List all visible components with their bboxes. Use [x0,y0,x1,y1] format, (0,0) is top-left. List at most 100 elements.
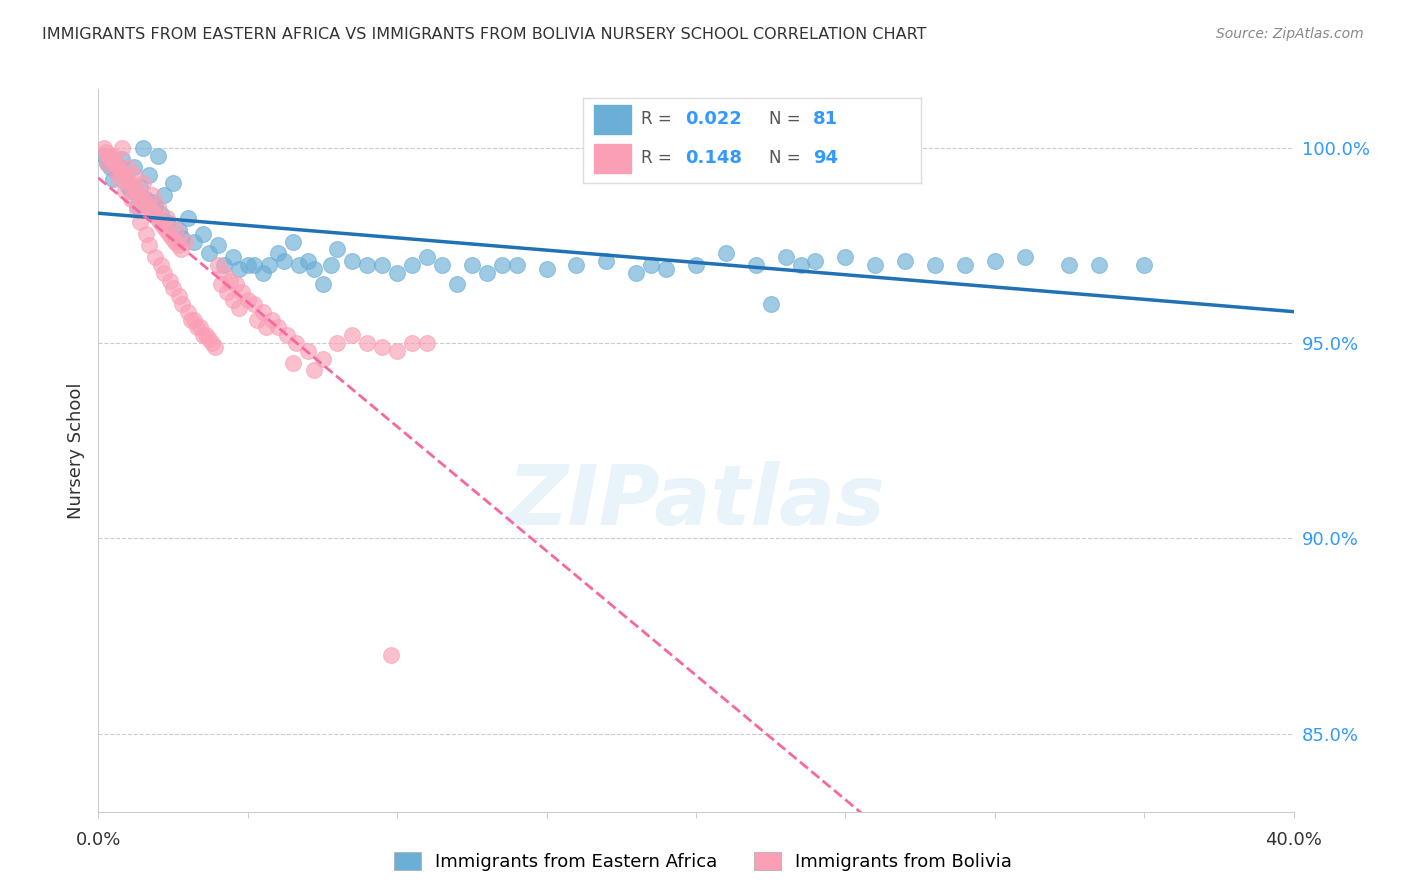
Point [114,184,136,198]
Bar [593,144,631,173]
Point [198,246,221,260]
Point [222,250,245,264]
Point [169,243,191,257]
Point [273,254,295,268]
Point [136,199,159,213]
Point [108,161,131,175]
Point [101,153,124,167]
Point [155,223,177,237]
Point [148,199,170,213]
Point [215,285,238,300]
Point [141,187,163,202]
Point [894,254,917,268]
Point [139,203,162,218]
Point [150,258,173,272]
Point [172,297,194,311]
Point [148,148,170,162]
Point [834,250,856,264]
Point [640,258,662,272]
Point [228,301,250,315]
Text: 0.148: 0.148 [685,149,742,168]
Point [267,320,290,334]
Point [595,254,617,268]
Point [380,648,402,663]
Point [143,250,166,264]
Point [183,312,205,326]
Point [110,164,132,178]
Point [128,187,150,202]
Point [160,230,183,244]
Point [177,211,200,225]
Point [254,320,277,334]
Point [104,156,127,170]
Point [180,312,202,326]
Point [356,258,378,272]
Point [371,258,394,272]
Point [284,336,307,351]
Point [162,281,184,295]
Point [252,305,274,319]
Point [385,343,409,358]
Point [177,305,200,319]
Point [789,258,811,272]
Point [105,164,128,178]
Point [159,274,181,288]
Point [257,258,280,272]
Point [167,223,190,237]
Point [243,258,266,272]
Point [183,235,205,249]
Point [326,243,349,257]
Point [212,258,235,272]
Legend: Immigrants from Eastern Africa, Immigrants from Bolivia: Immigrants from Eastern Africa, Immigran… [387,845,1019,879]
Point [236,293,259,307]
Text: ZIPatlas: ZIPatlas [508,460,884,541]
Point [491,258,513,272]
Point [446,277,468,292]
Point [134,195,156,210]
Point [143,199,166,213]
Point [311,277,333,292]
Point [204,340,226,354]
Point [356,336,378,351]
Point [191,328,214,343]
Text: 40.0%: 40.0% [1265,831,1322,849]
Point [149,215,172,229]
Point [401,336,423,351]
Point [103,172,125,186]
Point [108,172,131,186]
Point [243,297,266,311]
Text: N =: N = [769,149,806,168]
Point [281,355,304,369]
Point [302,363,325,377]
Point [321,258,343,272]
Point [103,148,125,162]
Point [326,336,349,351]
Point [195,328,218,343]
Point [167,289,190,303]
Point [145,211,167,225]
Point [96,156,118,170]
Point [1059,258,1081,272]
Point [655,261,678,276]
Point [297,254,319,268]
Point [129,215,152,229]
Point [150,207,173,221]
Text: R =: R = [641,111,676,128]
Point [222,293,245,307]
Point [260,312,283,326]
Point [107,161,129,175]
Point [124,168,146,182]
Text: Source: ZipAtlas.com: Source: ZipAtlas.com [1216,27,1364,41]
Point [117,179,139,194]
Point [120,192,142,206]
Point [775,250,797,264]
Point [94,145,117,159]
Point [297,343,319,358]
Point [156,211,179,225]
Point [281,235,304,249]
Point [231,285,253,300]
Point [385,266,409,280]
Point [135,227,157,241]
Point [416,336,439,351]
Point [685,258,707,272]
